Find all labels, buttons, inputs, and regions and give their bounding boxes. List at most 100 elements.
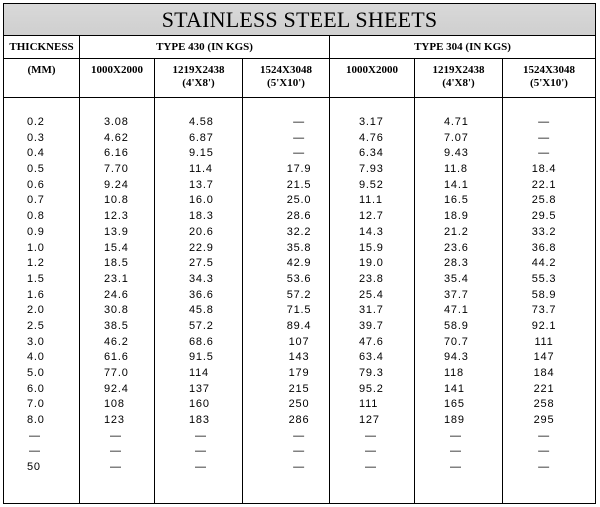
weight-cell: — [538,429,550,442]
thickness-cell: — [29,429,41,442]
weight-cell: 38.5 [104,319,129,332]
weight-cell: 11.4 [189,163,213,176]
thickness-cell: 0.3 [27,131,45,144]
weight-cell: 14.3 [359,225,384,238]
weight-cell: 36.6 [189,288,214,301]
weight-cell: 92.4 [104,382,129,395]
weight-cell: 23.6 [444,241,469,254]
weight-cell: 4.62 [104,131,129,144]
weight-cell: 21.2 [444,225,469,238]
column-divider [79,35,80,503]
thickness-cell: 7.0 [27,398,45,411]
weight-cell: 23.1 [104,272,129,285]
weight-cell: 23.8 [359,272,384,285]
weight-cell: 18.4 [531,163,557,176]
weight-cell: 286 [288,414,310,427]
weight-cell: 15.9 [359,241,384,254]
weight-cell: 17.9 [286,163,312,176]
table-row: 1.6 24.6 36.6 57.2 25.4 37.7 58.9 [4,288,595,304]
size-label-feet: (4'X8') [442,77,475,89]
weight-cell: — [450,461,462,474]
weight-cell: 184 [533,367,555,379]
thickness-cell: 6.0 [27,382,45,395]
size-header-304-3: 1524X3048 (5'X10') [503,64,595,90]
weight-cell: 53.6 [286,272,312,285]
weight-cell: 35.8 [286,241,312,254]
thickness-cell: 1.2 [27,257,45,270]
table-row: 0.8 12.3 18.3 28.6 12.7 18.9 29.5 [4,209,595,225]
table-row: 8.0 123 183 286 127 189 295 [4,413,595,429]
weight-cell: 58.9 [444,319,469,332]
size-label: 1524X3048 [523,64,575,76]
thickness-cell: 2.0 [27,304,45,317]
weight-cell: 22.9 [189,241,214,254]
weight-cell: — [365,461,377,474]
column-divider [329,35,330,503]
weight-cell: 36.8 [531,241,557,254]
weight-cell: 114 [189,367,209,379]
table-row: 0.2 3.08 4.58 — 3.17 4.71 — [4,115,595,131]
table-row: 0.4 6.16 9.15 — 6.34 9.43 — [4,146,595,162]
weight-cell: 9.15 [189,147,214,160]
weight-cell: 47.6 [359,335,384,348]
weight-cell: 16.0 [189,194,214,207]
header-divider [4,97,595,98]
table-row: 0.7 10.8 16.0 25.0 11.1 16.5 25.8 [4,193,595,209]
thickness-cell: 1.6 [27,288,45,301]
size-label: 1000X2000 [91,64,143,76]
table-row: 50 — — — — — — [4,460,595,476]
weight-cell: — [110,429,122,442]
weight-cell: 42.9 [286,257,312,270]
weight-cell: 34.3 [189,272,214,285]
weight-cell: 29.5 [531,210,557,223]
weight-cell: 46.2 [104,335,129,348]
weight-cell: 37.7 [444,288,469,301]
weight-cell: 10.8 [104,194,129,207]
weight-cell: — [538,116,550,128]
weight-cell: 55.3 [531,272,557,285]
table-row: 0.9 13.9 20.6 32.2 14.3 21.2 33.2 [4,225,595,241]
weight-cell: 4.71 [444,116,469,128]
weight-cell: 19.0 [359,257,384,270]
weight-cell: 143 [288,351,310,364]
weight-cell: — [450,429,462,442]
weight-cell: — [195,445,207,458]
weight-cell: 18.9 [444,210,469,223]
weight-cell: — [195,461,207,474]
weight-cell: 221 [533,382,555,395]
weight-cell: 6.16 [104,147,129,160]
weight-cell: 189 [444,414,465,427]
weight-cell: 108 [104,398,125,411]
weight-cell: 11.1 [359,194,383,207]
header-divider [4,58,595,59]
weight-cell: 7.07 [444,131,469,144]
type-430-header: TYPE 430 (IN KGS) [156,41,253,53]
weight-cell: 79.3 [359,367,384,379]
table-row: 0.6 9.24 13.7 21.5 9.52 14.1 22.1 [4,178,595,194]
weight-cell: 11.8 [444,163,468,176]
weight-cell: 9.24 [104,178,129,191]
weight-cell: 15.4 [104,241,129,254]
size-header-430-1: 1000X2000 [80,64,154,77]
column-divider [154,58,155,503]
weight-cell: 57.2 [286,288,312,301]
weight-cell: 6.87 [189,131,214,144]
size-label-feet: (5'X10') [267,77,305,89]
weight-cell: — [365,445,377,458]
weight-cell: 25.8 [531,194,557,207]
thickness-cell: 0.9 [27,225,45,238]
table-row: 3.0 46.2 68.6 107 47.6 70.7 111 [4,335,595,351]
weight-cell: 9.43 [444,147,469,160]
table-row: 5.0 77.0 114 179 79.3 118 184 [4,366,595,382]
table-row: 1.0 15.4 22.9 35.8 15.9 23.6 36.8 [4,241,595,257]
weight-cell: — [293,429,305,442]
weight-cell: 127 [359,414,380,427]
steel-sheets-table: STAINLESS STEEL SHEETS THICKNESS TYPE 43… [3,3,596,504]
weight-cell: 94.3 [444,351,469,364]
weight-cell: 6.34 [359,147,384,160]
weight-cell: 92.1 [531,319,557,332]
weight-cell: — [110,445,122,458]
size-label: 1000X2000 [346,64,398,76]
weight-cell: — [293,147,305,160]
weight-cell: 4.76 [359,131,384,144]
